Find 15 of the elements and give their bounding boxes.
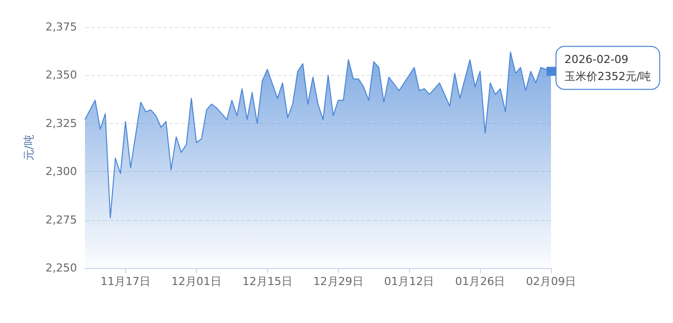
annotation: 2026-02-09 玉米价2352元/吨 — [564, 52, 652, 83]
y-tick-label: 2,275 — [46, 213, 77, 226]
x-tick-label: 01月26日 — [455, 275, 506, 288]
x-tick-label: 12月15日 — [242, 275, 292, 288]
x-tick-label: 12月01日 — [171, 275, 222, 288]
y-tick-label: 2,250 — [46, 262, 77, 274]
y-tick-label: 2,300 — [46, 165, 77, 178]
x-tick-label: 01月12日 — [384, 275, 434, 288]
x-tick-label: 02月09日 — [526, 275, 576, 288]
y-axis-title: 元/吨 — [22, 134, 36, 160]
x-tick-label: 11月17日 — [100, 275, 151, 288]
x-tick-label: 12月29日 — [313, 275, 364, 288]
y-tick-label: 2,375 — [46, 20, 77, 34]
y-tick-label: 2,350 — [46, 68, 77, 82]
y-tick-label: 2,325 — [46, 116, 77, 130]
